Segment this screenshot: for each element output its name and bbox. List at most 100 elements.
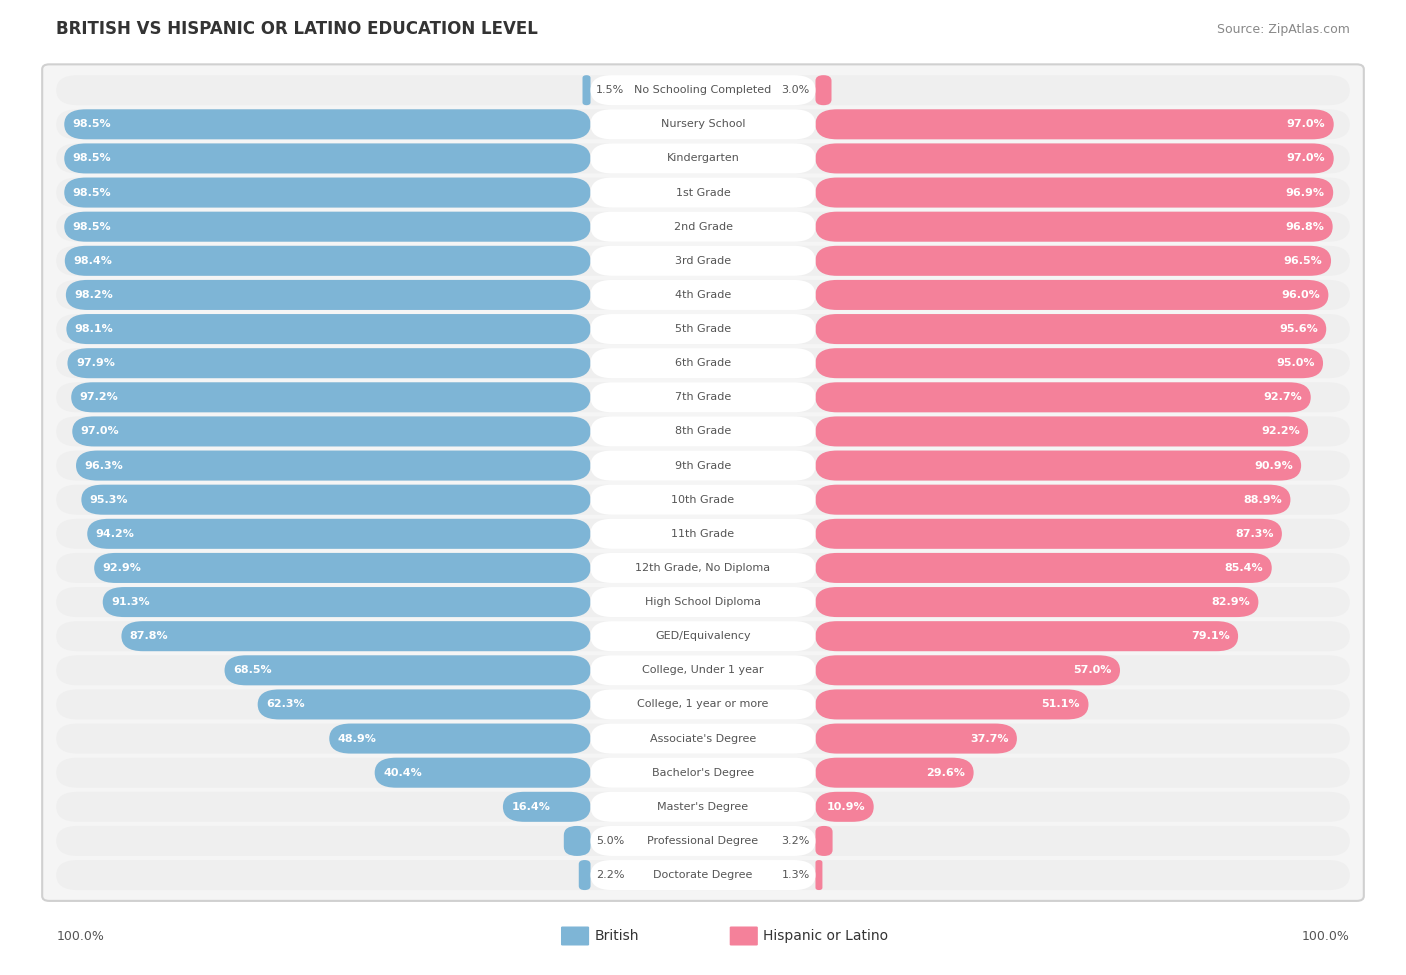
FancyBboxPatch shape	[374, 758, 591, 788]
FancyBboxPatch shape	[591, 826, 815, 856]
Text: 12th Grade, No Diploma: 12th Grade, No Diploma	[636, 563, 770, 573]
Text: British: British	[595, 929, 640, 943]
FancyBboxPatch shape	[591, 177, 815, 208]
FancyBboxPatch shape	[591, 109, 815, 139]
Text: 98.1%: 98.1%	[75, 324, 114, 334]
FancyBboxPatch shape	[815, 485, 1291, 515]
Text: 7th Grade: 7th Grade	[675, 392, 731, 403]
FancyBboxPatch shape	[42, 64, 1364, 901]
FancyBboxPatch shape	[56, 621, 1350, 651]
Text: 90.9%: 90.9%	[1254, 460, 1292, 471]
Text: 6th Grade: 6th Grade	[675, 358, 731, 369]
FancyBboxPatch shape	[815, 177, 1333, 208]
Text: 3.2%: 3.2%	[782, 836, 810, 846]
FancyBboxPatch shape	[815, 621, 1239, 651]
Text: 88.9%: 88.9%	[1243, 494, 1282, 505]
FancyBboxPatch shape	[591, 143, 815, 174]
Text: 48.9%: 48.9%	[337, 733, 377, 744]
Text: 98.5%: 98.5%	[73, 119, 111, 130]
FancyBboxPatch shape	[56, 280, 1350, 310]
FancyBboxPatch shape	[591, 553, 815, 583]
Text: 95.3%: 95.3%	[90, 494, 128, 505]
Text: 92.7%: 92.7%	[1264, 392, 1302, 403]
Text: 57.0%: 57.0%	[1073, 665, 1112, 676]
Text: 87.8%: 87.8%	[129, 631, 169, 642]
FancyBboxPatch shape	[103, 587, 591, 617]
FancyBboxPatch shape	[56, 382, 1350, 412]
FancyBboxPatch shape	[56, 75, 1350, 105]
FancyBboxPatch shape	[815, 450, 1301, 481]
FancyBboxPatch shape	[561, 926, 589, 946]
FancyBboxPatch shape	[72, 416, 591, 447]
FancyBboxPatch shape	[591, 314, 815, 344]
FancyBboxPatch shape	[815, 723, 1017, 754]
FancyBboxPatch shape	[591, 587, 815, 617]
FancyBboxPatch shape	[65, 177, 591, 208]
Text: 98.5%: 98.5%	[73, 187, 111, 198]
FancyBboxPatch shape	[815, 416, 1308, 447]
Text: 1.3%: 1.3%	[782, 870, 810, 880]
FancyBboxPatch shape	[65, 109, 591, 139]
FancyBboxPatch shape	[56, 485, 1350, 515]
FancyBboxPatch shape	[56, 416, 1350, 447]
FancyBboxPatch shape	[65, 212, 591, 242]
FancyBboxPatch shape	[815, 655, 1121, 685]
Text: 79.1%: 79.1%	[1191, 631, 1230, 642]
FancyBboxPatch shape	[56, 348, 1350, 378]
FancyBboxPatch shape	[591, 348, 815, 378]
Text: Source: ZipAtlas.com: Source: ZipAtlas.com	[1216, 22, 1350, 36]
Text: GED/Equivalency: GED/Equivalency	[655, 631, 751, 642]
Text: 96.8%: 96.8%	[1285, 221, 1324, 232]
FancyBboxPatch shape	[65, 143, 591, 174]
FancyBboxPatch shape	[94, 553, 591, 583]
Text: 97.0%: 97.0%	[80, 426, 120, 437]
Text: BRITISH VS HISPANIC OR LATINO EDUCATION LEVEL: BRITISH VS HISPANIC OR LATINO EDUCATION …	[56, 20, 538, 38]
FancyBboxPatch shape	[56, 655, 1350, 685]
FancyBboxPatch shape	[815, 792, 873, 822]
Text: 98.5%: 98.5%	[73, 153, 111, 164]
FancyBboxPatch shape	[591, 689, 815, 720]
Text: 98.4%: 98.4%	[73, 255, 112, 266]
Text: 98.2%: 98.2%	[75, 290, 112, 300]
Text: 1st Grade: 1st Grade	[676, 187, 730, 198]
FancyBboxPatch shape	[591, 723, 815, 754]
FancyBboxPatch shape	[591, 792, 815, 822]
Text: 97.0%: 97.0%	[1286, 119, 1326, 130]
Text: Kindergarten: Kindergarten	[666, 153, 740, 164]
Text: Doctorate Degree: Doctorate Degree	[654, 870, 752, 880]
Text: 92.2%: 92.2%	[1261, 426, 1299, 437]
FancyBboxPatch shape	[56, 758, 1350, 788]
FancyBboxPatch shape	[82, 485, 591, 515]
Text: 100.0%: 100.0%	[56, 929, 104, 943]
FancyBboxPatch shape	[591, 416, 815, 447]
FancyBboxPatch shape	[815, 212, 1333, 242]
FancyBboxPatch shape	[56, 246, 1350, 276]
Text: 1.5%: 1.5%	[596, 85, 624, 96]
FancyBboxPatch shape	[815, 314, 1326, 344]
FancyBboxPatch shape	[56, 792, 1350, 822]
Text: 95.0%: 95.0%	[1277, 358, 1315, 369]
FancyBboxPatch shape	[66, 314, 591, 344]
Text: 91.3%: 91.3%	[111, 597, 150, 607]
FancyBboxPatch shape	[815, 587, 1258, 617]
Text: 5.0%: 5.0%	[596, 836, 624, 846]
Text: 3.0%: 3.0%	[782, 85, 810, 96]
Text: Professional Degree: Professional Degree	[647, 836, 759, 846]
FancyBboxPatch shape	[815, 348, 1323, 378]
Text: Associate's Degree: Associate's Degree	[650, 733, 756, 744]
FancyBboxPatch shape	[815, 519, 1282, 549]
Text: 98.5%: 98.5%	[73, 221, 111, 232]
FancyBboxPatch shape	[815, 689, 1088, 720]
Text: 94.2%: 94.2%	[96, 528, 135, 539]
FancyBboxPatch shape	[76, 450, 591, 481]
FancyBboxPatch shape	[65, 246, 591, 276]
FancyBboxPatch shape	[56, 689, 1350, 720]
FancyBboxPatch shape	[730, 926, 758, 946]
Text: 92.9%: 92.9%	[103, 563, 142, 573]
Text: 51.1%: 51.1%	[1042, 699, 1080, 710]
FancyBboxPatch shape	[591, 212, 815, 242]
Text: 5th Grade: 5th Grade	[675, 324, 731, 334]
FancyBboxPatch shape	[815, 860, 823, 890]
FancyBboxPatch shape	[815, 553, 1272, 583]
Text: Nursery School: Nursery School	[661, 119, 745, 130]
